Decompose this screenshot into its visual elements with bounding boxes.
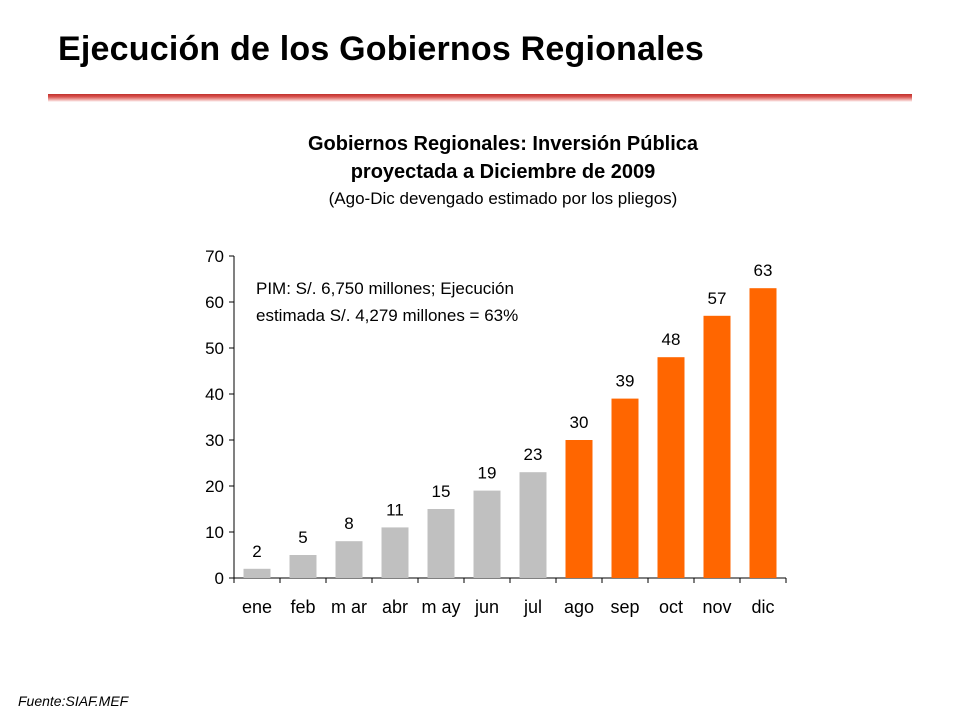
chart-subtitle: (Ago-Dic devengado estimado por los plie… [328,189,678,208]
bar-dic [749,288,777,578]
x-tick-label: jul [523,597,542,617]
chart-heading: Gobiernos Regionales: Inversión Pública … [200,130,806,212]
bar-nov [703,315,731,578]
data-label: 63 [754,261,773,280]
data-label: 39 [616,372,635,391]
data-label: 23 [524,445,543,464]
data-labels: 2 5 8 11 15 19 23 30 39 48 57 63 [252,261,772,561]
data-label: 5 [298,528,307,547]
data-label: 30 [570,413,589,432]
bar-oct [657,357,685,578]
x-tick-label: jun [474,597,499,617]
data-label: 8 [344,514,353,533]
data-label: 19 [478,464,497,483]
x-tick-label: sep [610,597,639,617]
bar-abr [381,527,409,578]
chart-annotation-line2: estimada S/. 4,279 millones = 63% [256,306,518,325]
y-axis: 0 10 20 30 40 50 60 70 [205,247,235,588]
bar-jul [519,472,547,578]
x-tick-label: m ay [421,597,460,617]
bars [243,288,777,578]
x-tick-label: m ar [331,597,367,617]
x-tick-label: ene [242,597,272,617]
bar-feb [289,555,317,578]
y-tick-label: 20 [205,477,224,496]
data-label: 48 [662,330,681,349]
x-tick-label: ago [564,597,594,617]
y-tick-label: 60 [205,293,224,312]
chart-title-line2: proyectada a Diciembre de 2009 [350,161,656,183]
x-tick-label: dic [751,597,774,617]
x-tick-label: abr [382,597,408,617]
x-tick-label: oct [659,597,683,617]
title-divider [48,94,912,102]
data-label: 57 [708,289,727,308]
bar-ene [243,568,271,578]
bar-jun [473,490,501,578]
bar-may [427,509,455,578]
y-tick-label: 0 [215,569,224,588]
y-tick-label: 50 [205,339,224,358]
chart-title: Gobiernos Regionales: Inversión Pública [307,133,699,155]
bar-ago [565,440,593,578]
source-note: Fuente:SIAF.MEF [18,693,129,709]
y-tick-label: 70 [205,247,224,266]
data-label: 11 [386,500,404,519]
data-label: 2 [252,542,261,561]
x-axis: ene feb m ar abr m ay jun jul ago sep oct nov dic [233,577,787,617]
slide-title: Ejecución de los Gobiernos Regionales [58,30,704,68]
bar-sep [611,398,639,578]
x-tick-label: nov [702,597,731,617]
bar-mar [335,541,363,578]
y-tick-label: 40 [205,385,224,404]
data-label: 15 [432,482,451,501]
y-tick-label: 10 [205,523,224,542]
x-tick-label: feb [290,597,315,617]
chart-annotation-line1: PIM: S/. 6,750 millones; Ejecución [256,279,514,298]
y-tick-label: 30 [205,431,224,450]
